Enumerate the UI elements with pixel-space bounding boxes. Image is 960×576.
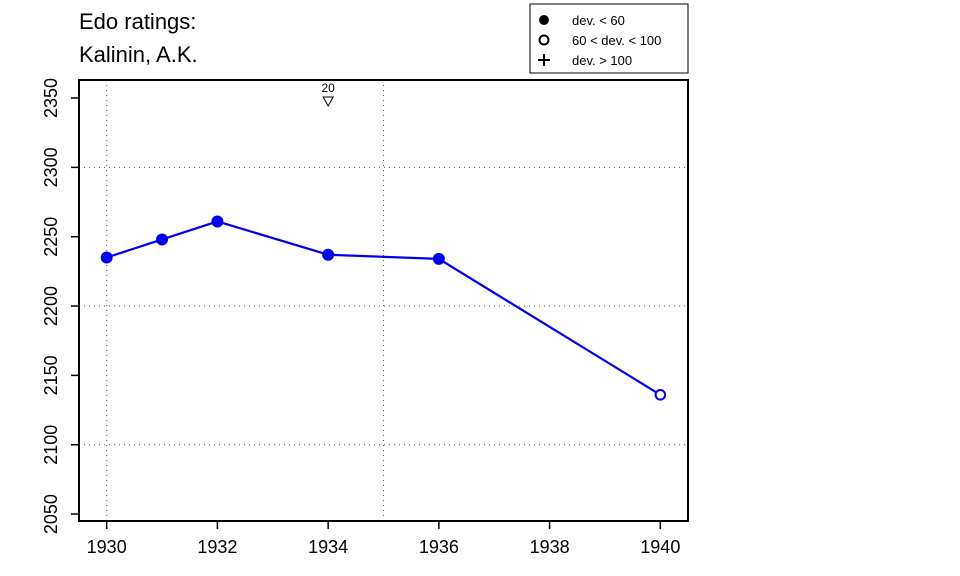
y-tick-label: 2250 — [41, 217, 61, 257]
x-tick-label: 1934 — [308, 537, 348, 557]
legend-entry-label: 60 < dev. < 100 — [572, 33, 661, 48]
filled-circle-icon — [539, 15, 549, 25]
y-tick-label: 2300 — [41, 147, 61, 187]
y-tick-label: 2350 — [41, 78, 61, 118]
legend-box — [529, 3, 689, 74]
data-point-1940 — [654, 389, 667, 401]
x-tick-label: 1932 — [197, 537, 237, 557]
data-point-1934 — [322, 248, 335, 261]
legend-entry-label: dev. > 100 — [572, 53, 632, 68]
x-tick-label: 1940 — [640, 537, 680, 557]
legend: dev. < 60 60 < dev. < 100 dev. > 100 — [529, 3, 689, 74]
x-tick-label: 1930 — [87, 537, 127, 557]
y-tick-label: 2050 — [41, 494, 61, 534]
data-point-1931 — [156, 233, 169, 246]
data-point-1932 — [211, 215, 224, 228]
title-line-2: Kalinin, A.K. — [79, 42, 198, 67]
plus-icon — [538, 54, 550, 66]
title-line-1: Edo ratings: — [79, 9, 196, 34]
down-triangle-icon — [322, 96, 334, 108]
x-tick-label: 1938 — [530, 537, 570, 557]
series — [100, 215, 667, 401]
annotation-label: 20 — [321, 81, 335, 95]
y-tick-label: 2100 — [41, 425, 61, 465]
series-line — [106, 220, 661, 396]
y-tick-label: 2200 — [41, 286, 61, 326]
legend-entry-label: dev. < 60 — [572, 13, 625, 28]
annotations: 20 — [321, 81, 335, 108]
y-tick-label: 2150 — [41, 355, 61, 395]
plot-frame — [78, 79, 689, 522]
chart-title: Edo ratings: Kalinin, A.K. — [79, 9, 198, 67]
open-circle-icon — [538, 34, 550, 46]
x-tick-label: 1936 — [419, 537, 459, 557]
data-point-1930 — [100, 251, 113, 264]
grid — [79, 80, 688, 521]
axes: 1930 1932 1934 1936 1938 1940 2050 2100 2150 2200… — [41, 78, 689, 557]
data-point-1936 — [432, 252, 445, 265]
